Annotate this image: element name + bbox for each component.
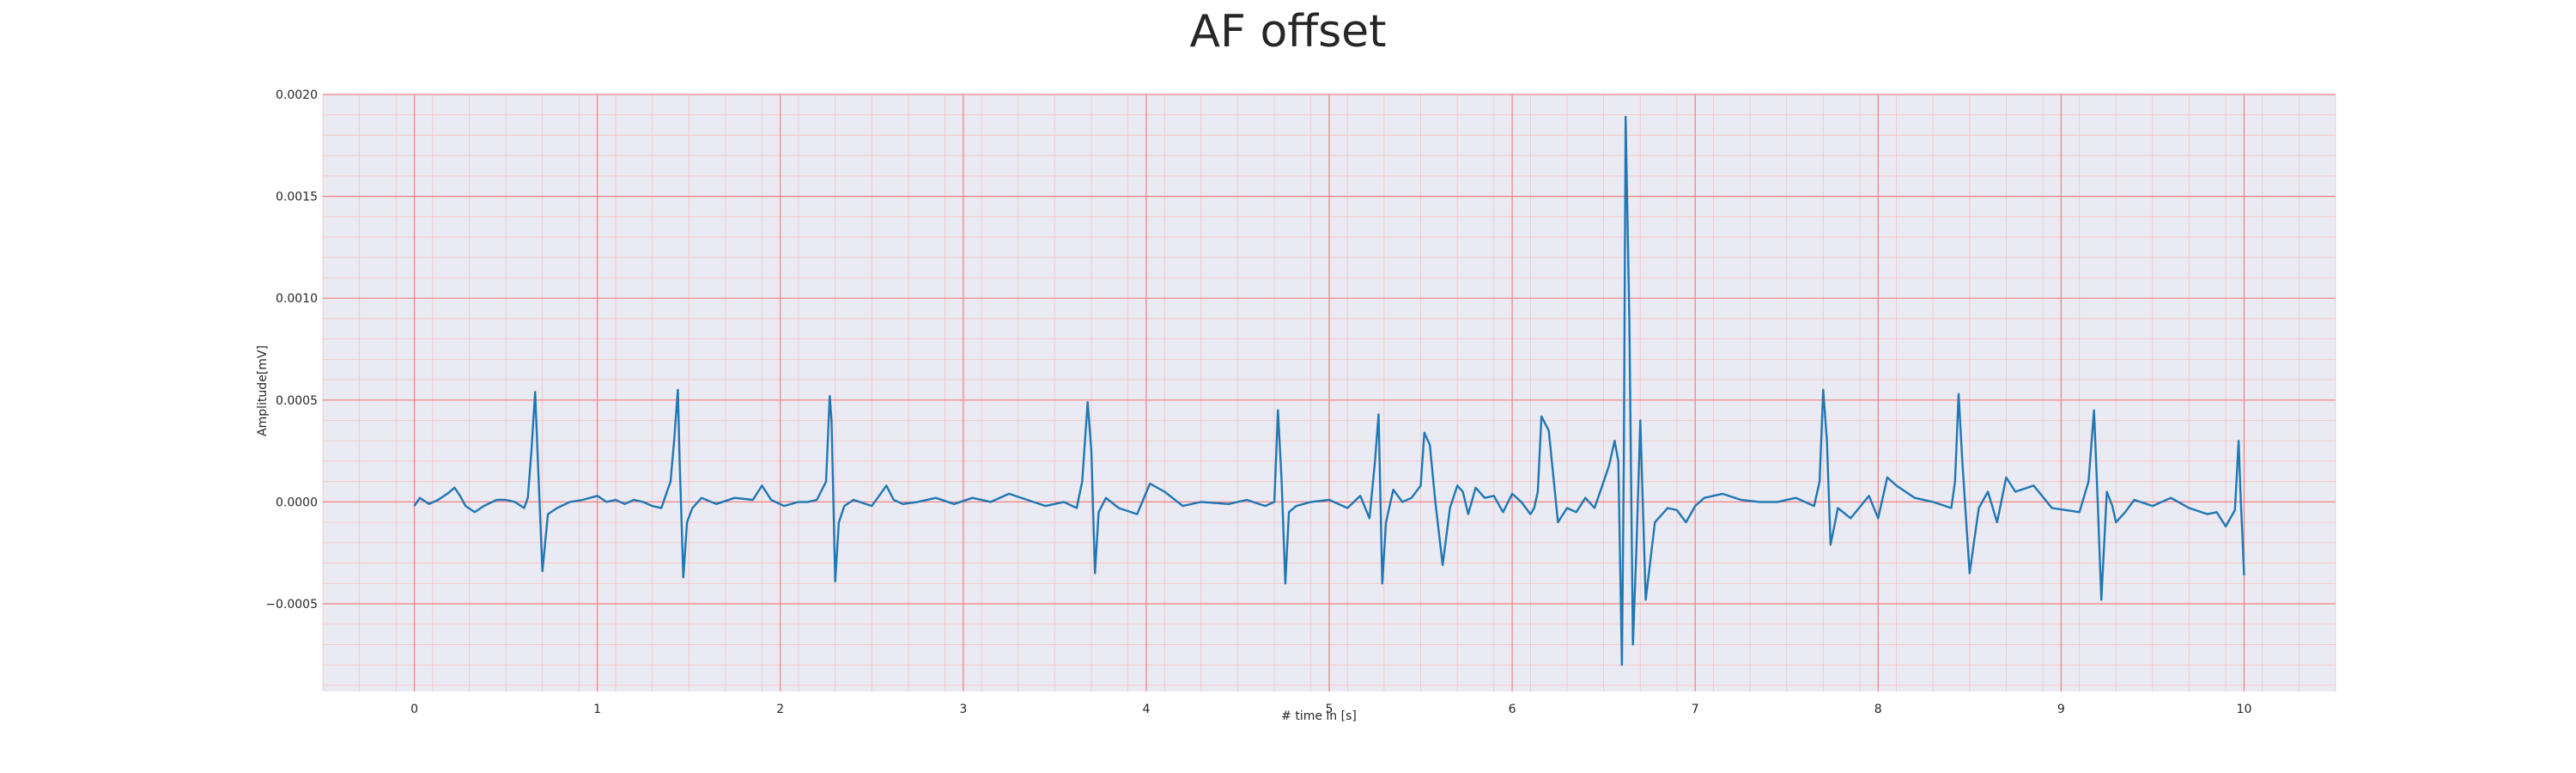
x-axis-label: # time in [s] [1281,709,1357,723]
y-tick-label: 0.0020 [276,88,318,102]
x-tick-label: 3 [959,703,967,716]
x-tick-label: 5 [1326,703,1334,716]
chart-title: AF offset [1189,6,1386,58]
y-tick-label: 0.0015 [276,191,318,204]
x-tick-label: 4 [1142,703,1150,716]
x-axis-ticks: 0 1 2 3 4 5 6 7 8 9 10 [410,703,2251,716]
x-tick-label: 0 [410,703,418,716]
x-tick-label: 10 [2237,703,2252,716]
y-tick-label: 0.0010 [276,292,318,306]
y-axis-ticks: −0.0005 0.0000 0.0005 0.0010 0.0015 0.0020 [265,88,318,612]
major-grid [323,94,2336,691]
x-tick-label: 7 [1692,703,1699,716]
series-line [413,115,2245,666]
y-axis-label: Amplitude[mV] [256,345,270,436]
x-tick-label: 9 [2057,703,2065,716]
x-tick-label: 2 [776,703,784,716]
x-tick-label: 8 [1874,703,1882,716]
y-tick-label: 0.0000 [276,496,318,509]
x-tick-label: 1 [593,703,601,716]
y-tick-label: −0.0005 [265,598,318,612]
y-tick-label: 0.0005 [276,394,318,408]
x-tick-label: 6 [1509,703,1516,716]
